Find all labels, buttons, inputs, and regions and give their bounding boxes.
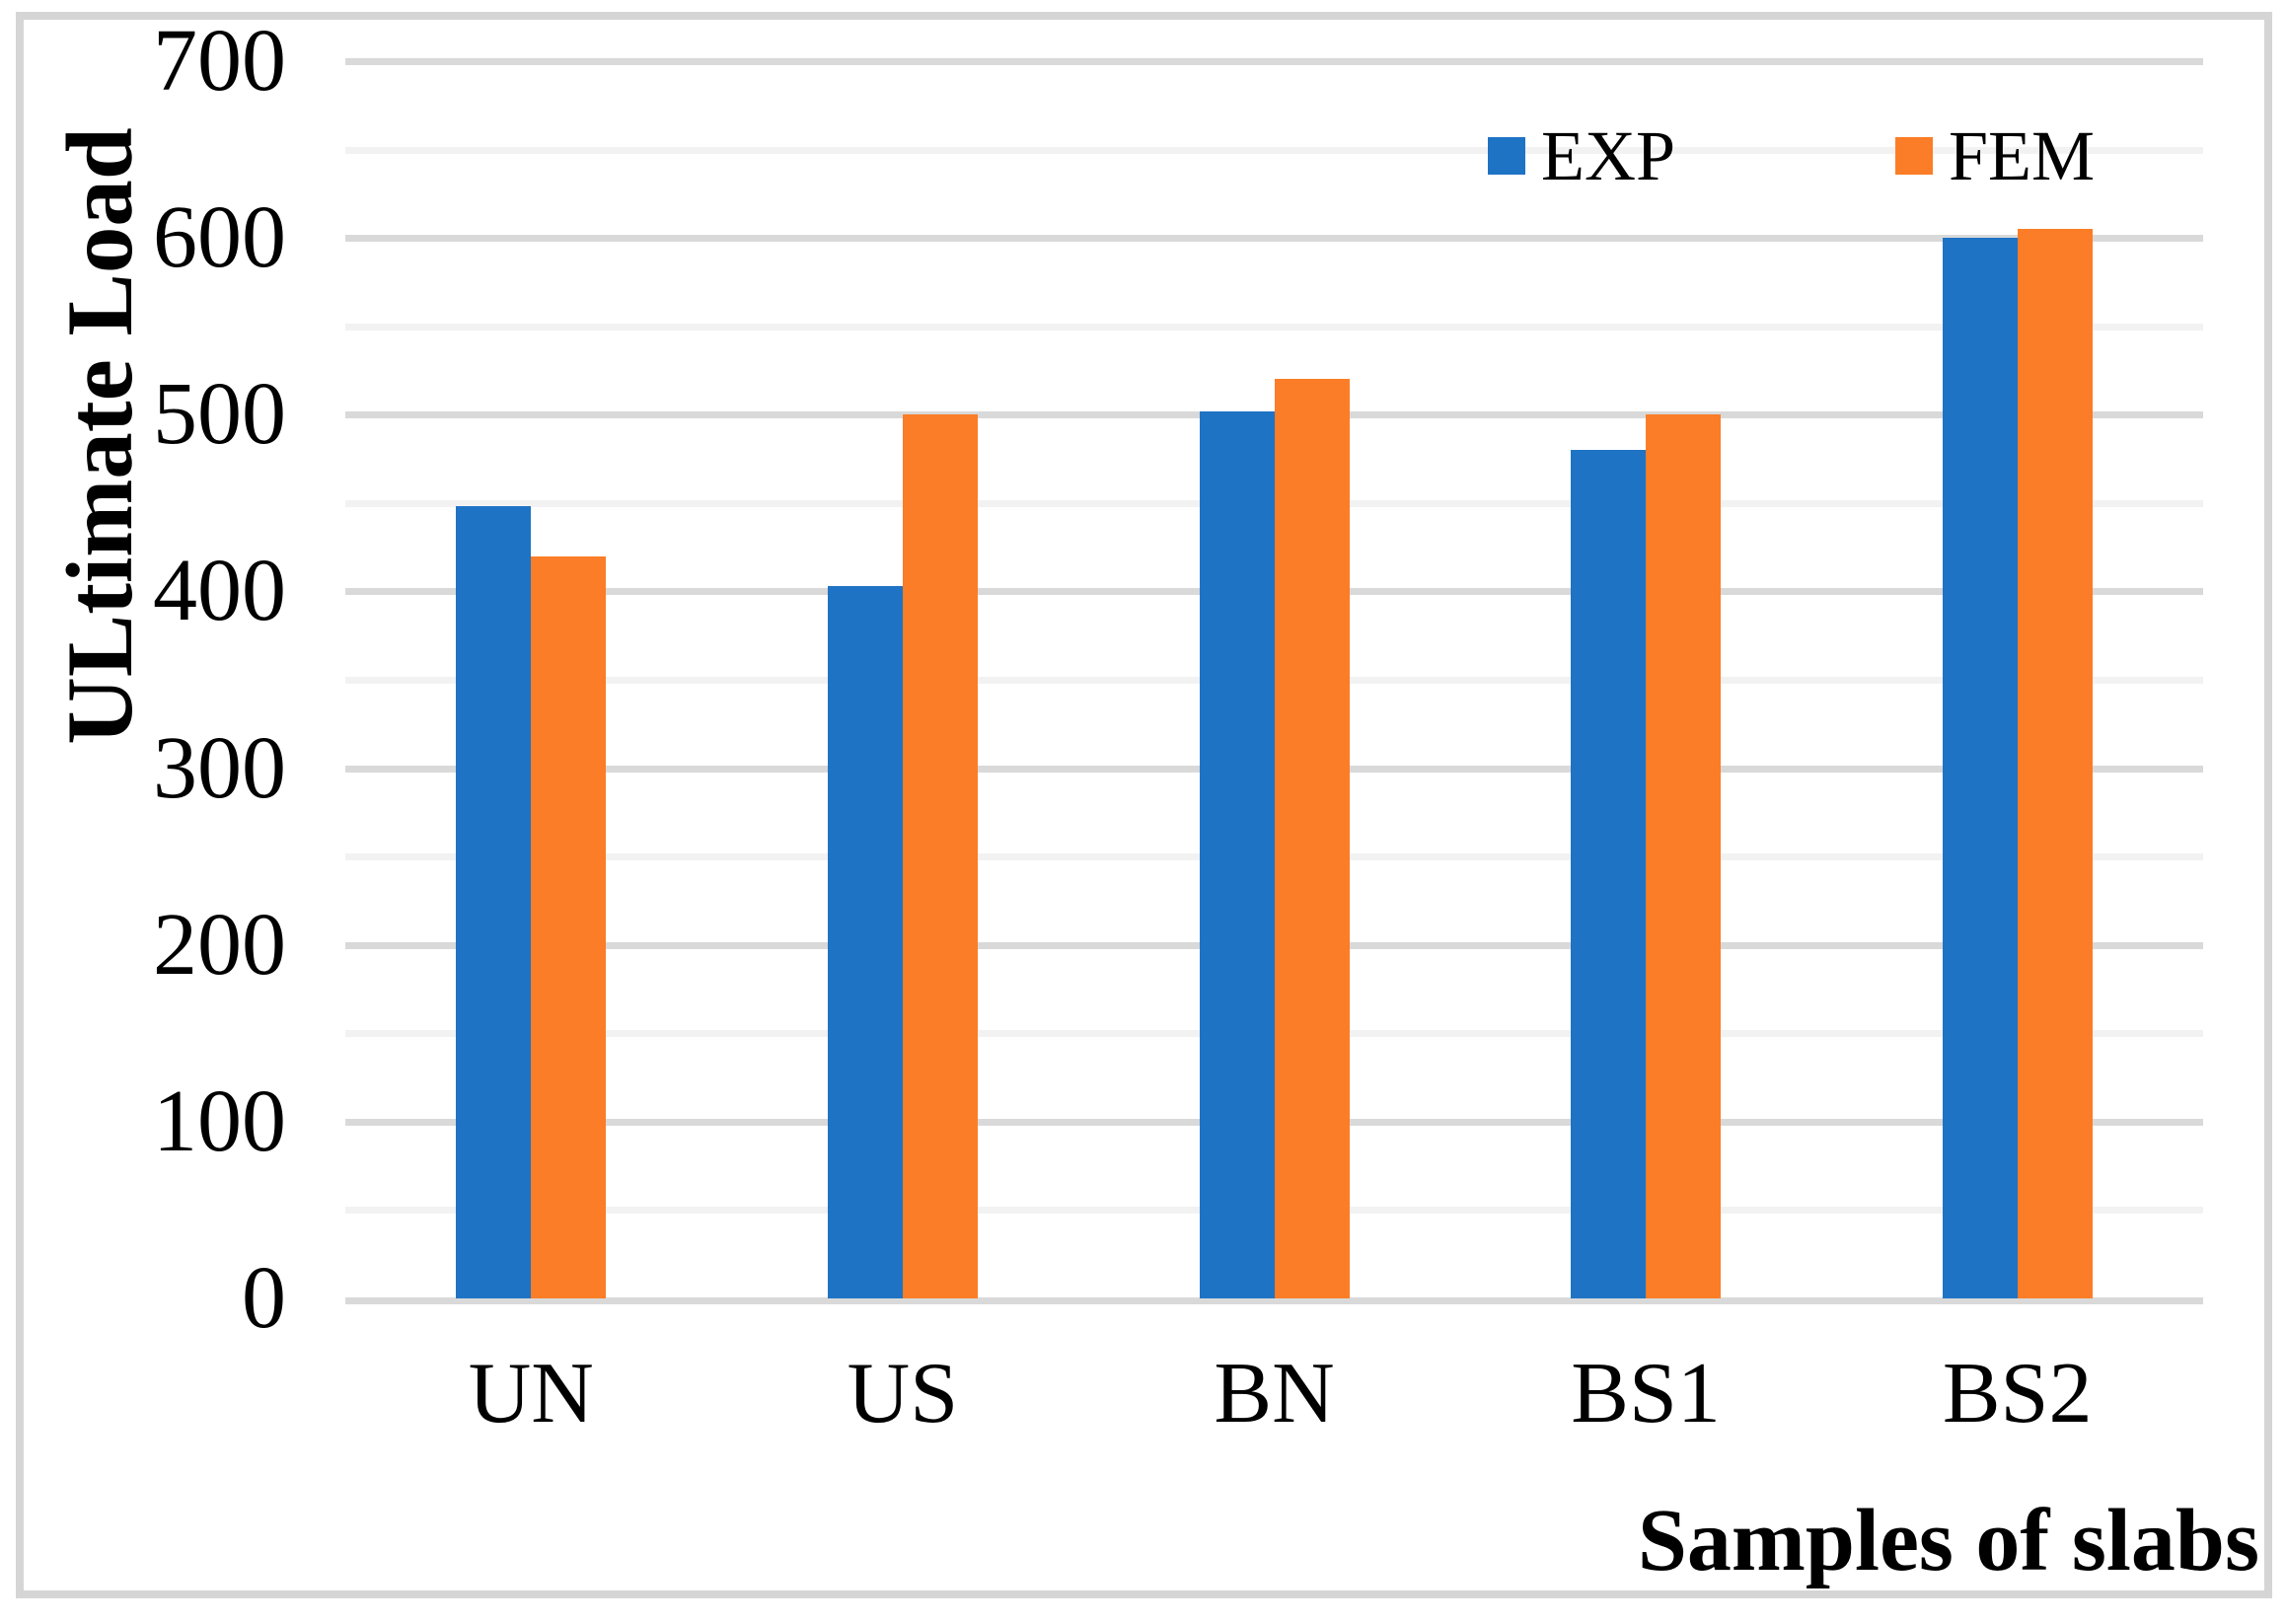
x-axis-title: Samples of slabs xyxy=(1637,1492,2259,1589)
plot-area xyxy=(345,58,2203,1304)
y-tick-label-0: 0 xyxy=(242,1249,286,1347)
x-category-label-bs2: BS2 xyxy=(1942,1346,2093,1441)
y-tick-label-500: 500 xyxy=(153,365,286,464)
bar-exp-bn xyxy=(1199,410,1275,1298)
minor-gridline-550 xyxy=(345,323,2203,331)
x-category-label-bs1: BS1 xyxy=(1571,1346,1721,1441)
bar-fem-bs1 xyxy=(1646,414,1722,1298)
bar-fem-bs2 xyxy=(2017,229,2093,1298)
x-category-label-us: US xyxy=(847,1346,959,1441)
x-axis-baseline xyxy=(345,1297,2203,1304)
major-gridline-700 xyxy=(345,58,2203,65)
major-gridline-600 xyxy=(345,235,2203,243)
y-tick-label-200: 200 xyxy=(153,895,286,994)
y-tick-label-300: 300 xyxy=(153,718,286,817)
x-category-label-un: UN xyxy=(468,1346,594,1441)
bar-exp-bs1 xyxy=(1571,450,1647,1298)
legend-item-exp: EXP xyxy=(1488,115,1676,195)
legend-label-fem: FEM xyxy=(1949,115,2096,195)
bar-fem-us xyxy=(902,414,978,1298)
bar-exp-un xyxy=(456,506,532,1298)
y-tick-label-700: 700 xyxy=(153,12,286,110)
bar-exp-bs2 xyxy=(1942,238,2018,1298)
y-tick-label-600: 600 xyxy=(153,188,286,287)
y-tick-label-100: 100 xyxy=(153,1071,286,1170)
y-tick-label-400: 400 xyxy=(153,542,286,640)
legend-item-fem: FEM xyxy=(1895,115,2096,195)
bar-fem-un xyxy=(531,555,607,1298)
figure-border xyxy=(16,12,2272,1598)
fem-series-swatch-icon xyxy=(1895,137,1933,175)
bar-exp-us xyxy=(827,586,903,1298)
x-category-label-bn: BN xyxy=(1214,1346,1335,1441)
bar-fem-bn xyxy=(1274,379,1350,1298)
legend-label-exp: EXP xyxy=(1541,115,1676,195)
exp-series-swatch-icon xyxy=(1488,137,1525,175)
minor-gridline-650 xyxy=(345,146,2203,154)
